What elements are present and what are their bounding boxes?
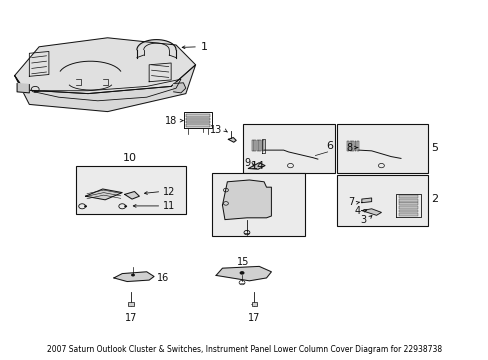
Bar (398, 195, 417, 198)
Bar (351, 141, 353, 151)
Polygon shape (85, 189, 122, 200)
Bar (185, 124, 210, 127)
Circle shape (239, 271, 244, 275)
Bar (356, 141, 358, 151)
Text: 12: 12 (163, 186, 175, 197)
Polygon shape (216, 266, 271, 281)
Text: 17: 17 (247, 313, 260, 323)
FancyBboxPatch shape (243, 124, 334, 173)
Text: 15: 15 (237, 257, 249, 267)
FancyBboxPatch shape (337, 175, 427, 226)
Bar (349, 141, 351, 151)
Text: 6: 6 (326, 141, 333, 151)
Text: 7: 7 (347, 197, 354, 207)
Polygon shape (124, 192, 139, 199)
Bar (259, 140, 261, 151)
Text: 3: 3 (359, 215, 366, 225)
Bar (398, 213, 417, 216)
Polygon shape (15, 38, 195, 94)
Polygon shape (114, 272, 154, 282)
Bar (398, 206, 417, 209)
Bar (185, 118, 210, 120)
Text: 4: 4 (353, 206, 360, 216)
Bar (398, 210, 417, 212)
Polygon shape (248, 163, 264, 169)
Text: 14: 14 (251, 161, 264, 171)
Polygon shape (228, 138, 236, 142)
Text: 18: 18 (165, 116, 177, 126)
Text: 2: 2 (430, 194, 438, 204)
Polygon shape (361, 198, 371, 203)
Text: 13: 13 (210, 125, 222, 135)
Text: 9: 9 (244, 158, 250, 168)
Bar (398, 202, 417, 205)
Polygon shape (222, 180, 271, 220)
Bar (346, 141, 348, 151)
Text: 1: 1 (200, 42, 207, 52)
Polygon shape (17, 84, 29, 93)
Polygon shape (361, 209, 381, 215)
Text: 10: 10 (122, 153, 136, 163)
Circle shape (124, 205, 127, 207)
Bar (185, 121, 210, 123)
Polygon shape (15, 65, 195, 112)
Circle shape (84, 205, 87, 207)
Bar (254, 140, 256, 151)
Bar (256, 140, 258, 151)
Text: 16: 16 (156, 273, 168, 283)
Text: 5: 5 (430, 143, 437, 153)
FancyBboxPatch shape (76, 166, 185, 214)
FancyBboxPatch shape (337, 124, 427, 173)
Text: 2007 Saturn Outlook Cluster & Switches, Instrument Panel Lower Column Cover Diag: 2007 Saturn Outlook Cluster & Switches, … (47, 345, 441, 354)
Bar (398, 199, 417, 202)
Bar (354, 141, 356, 151)
Bar (251, 140, 253, 151)
Text: 17: 17 (124, 313, 137, 323)
Text: 8: 8 (345, 143, 351, 153)
Text: 11: 11 (163, 201, 175, 211)
Bar (261, 140, 263, 151)
Circle shape (131, 274, 135, 276)
FancyBboxPatch shape (211, 173, 304, 236)
Bar (185, 114, 210, 117)
Polygon shape (173, 83, 185, 93)
